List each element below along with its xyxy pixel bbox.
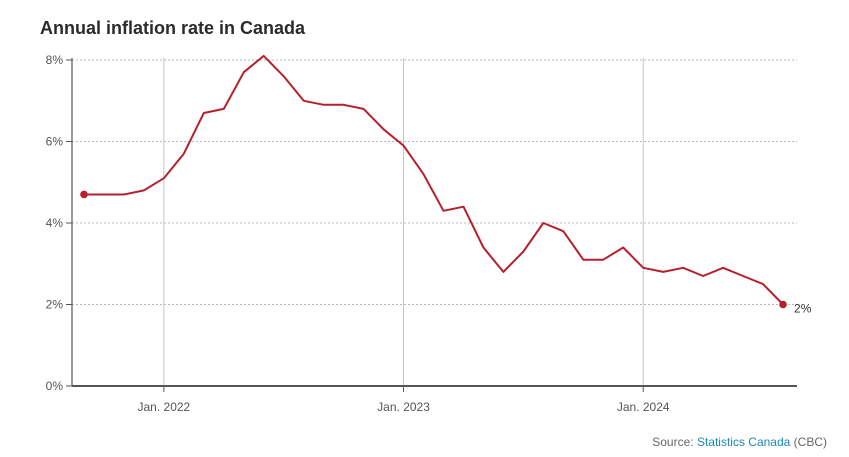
x-axis: Jan. 2022 Jan. 2023 Jan. 2024: [72, 385, 797, 414]
start-point-marker: [80, 190, 88, 199]
gridlines: [72, 58, 797, 386]
source-suffix: (CBC): [790, 435, 827, 449]
y-tick-label: 0%: [46, 379, 64, 393]
source-prefix: Source:: [652, 435, 697, 449]
y-tick-label: 6%: [46, 135, 64, 149]
end-value-label: 2%: [794, 302, 812, 316]
source-link[interactable]: Statistics Canada: [696, 435, 791, 449]
x-tick-label: Jan. 2024: [617, 400, 670, 414]
source-credit: Source: Statistics Canada (CBC): [652, 435, 827, 449]
series-line: [83, 54, 784, 306]
end-point-marker: [779, 300, 787, 309]
y-axis: 0% 2% 4% 6% 8%: [46, 53, 73, 393]
x-tick-label: Jan. 2022: [138, 400, 191, 414]
markers: 2%: [80, 190, 812, 316]
chart-title: Annual inflation rate in Canada: [40, 18, 306, 38]
y-tick-label: 8%: [46, 53, 64, 67]
x-tick-label: Jan. 2023: [377, 400, 430, 414]
series-line-path: [83, 54, 784, 306]
y-tick-label: 2%: [46, 298, 64, 312]
y-tick-label: 4%: [46, 216, 64, 230]
